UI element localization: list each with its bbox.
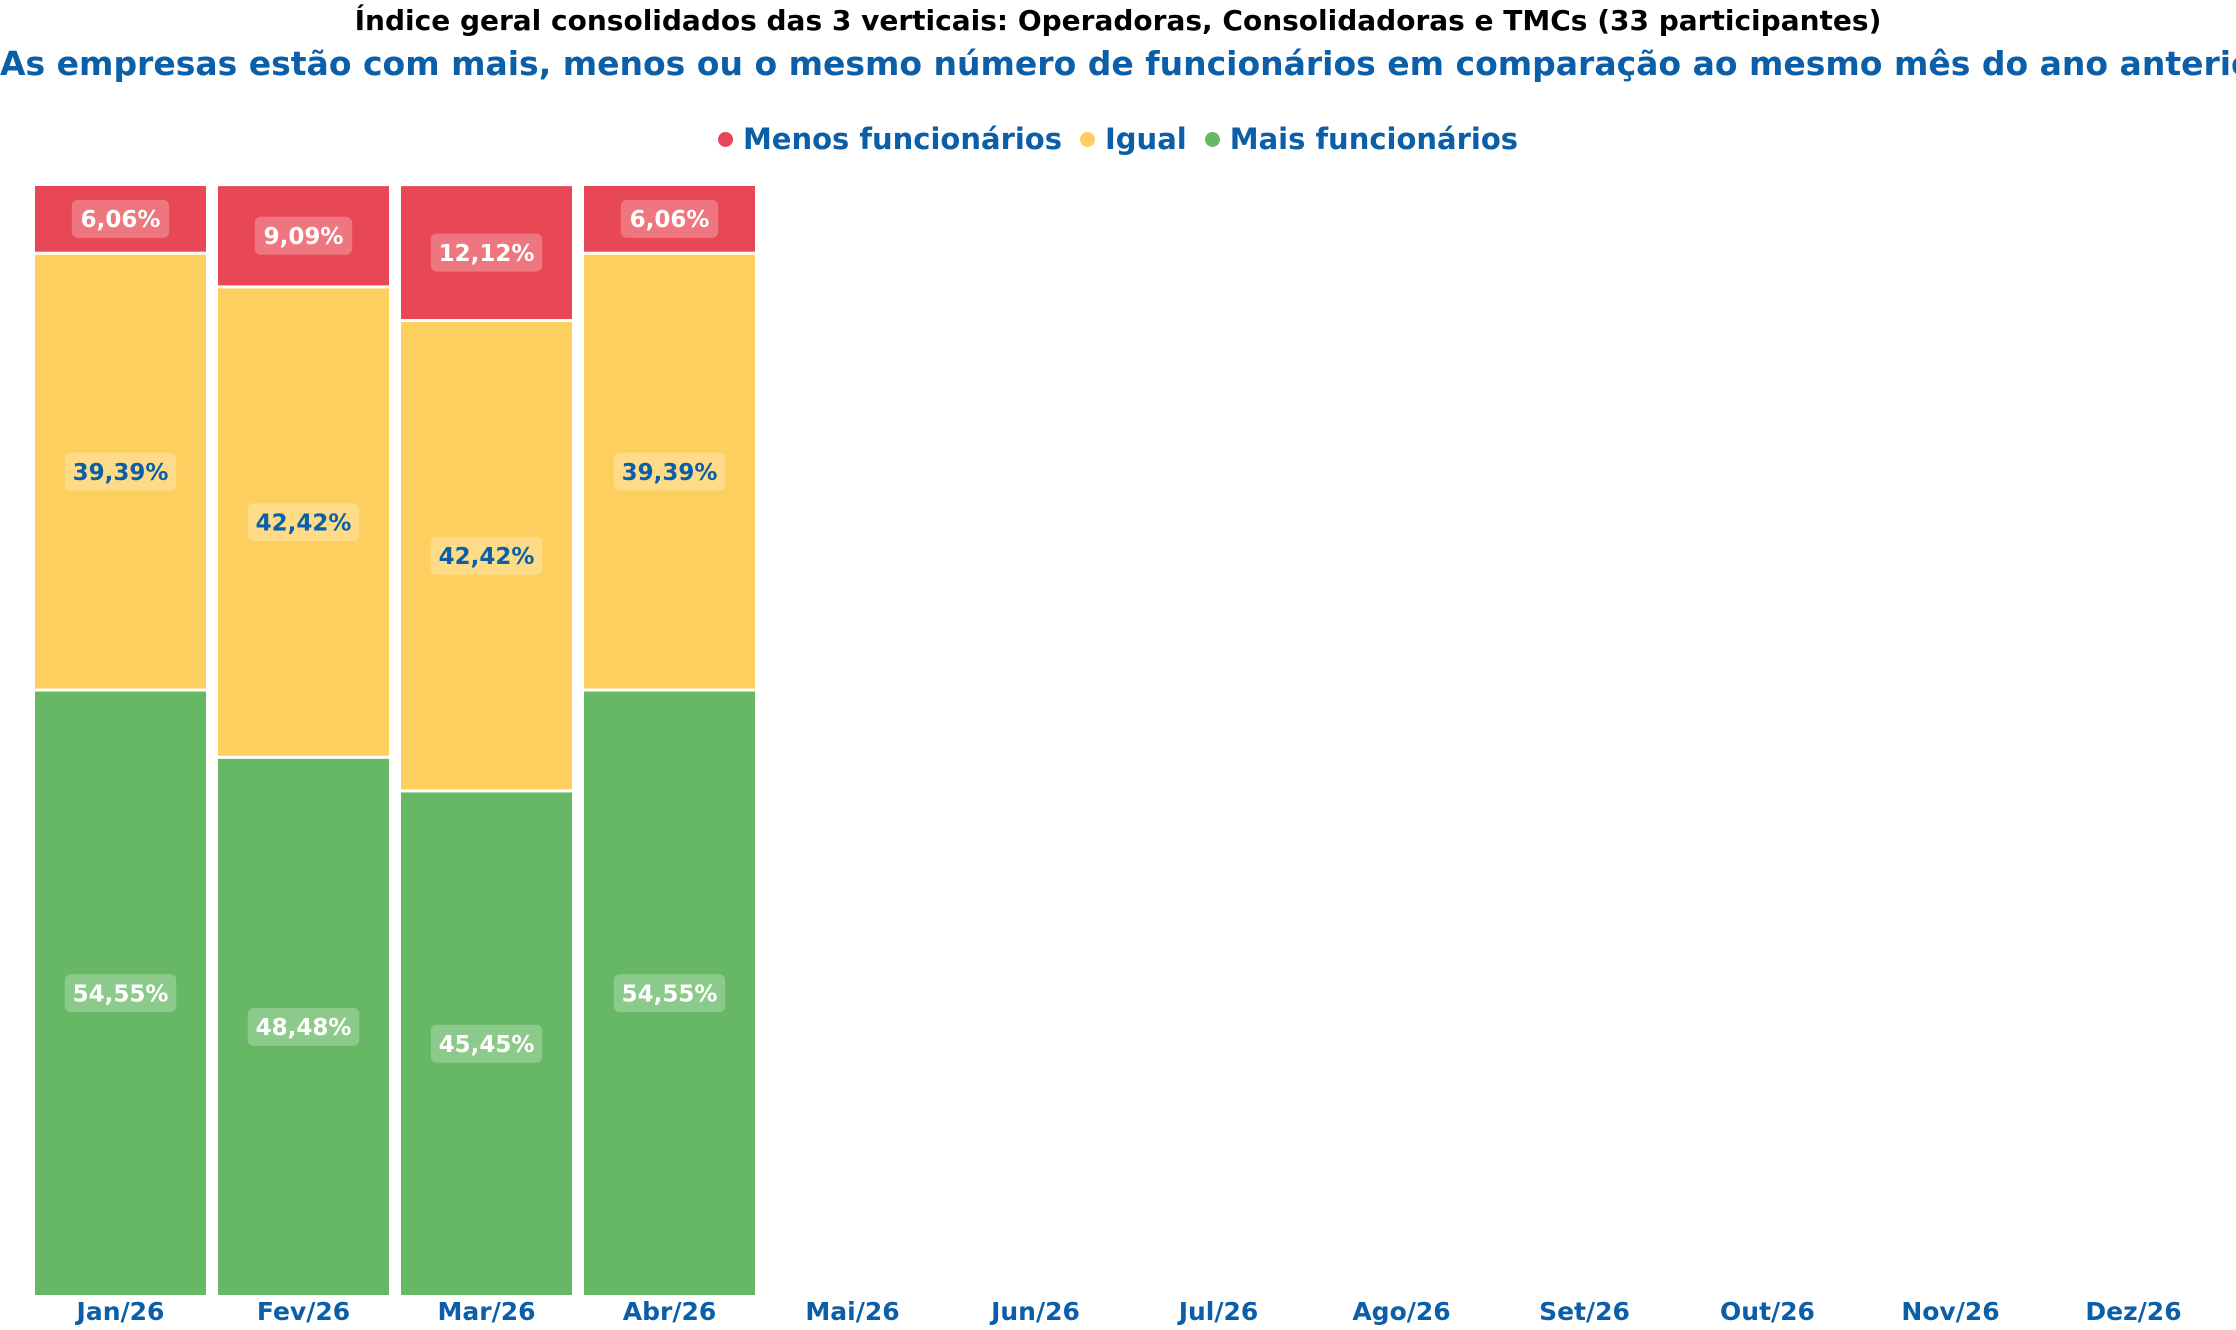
legend-swatch-menos	[717, 131, 733, 147]
x-tick-label: Jan/26	[75, 1297, 165, 1326]
legend-label-igual: Igual	[1105, 122, 1187, 156]
data-label: 6,06%	[81, 207, 161, 233]
data-label-background	[620, 199, 719, 238]
x-tick-label: Mai/26	[805, 1297, 899, 1326]
data-label: 54,55%	[73, 982, 169, 1008]
data-label-background	[64, 974, 177, 1013]
legend-item-mais[interactable]: Mais funcionários	[1204, 122, 1519, 156]
data-label-background	[430, 1024, 543, 1063]
data-label: 12,12%	[439, 241, 535, 267]
bar-segment[interactable]	[584, 254, 755, 689]
x-tick-label: Fev/26	[257, 1297, 350, 1326]
x-tick-label: Mar/26	[438, 1297, 536, 1326]
data-label-background	[64, 452, 177, 491]
data-label: 39,39%	[622, 460, 718, 486]
bar-segment[interactable]	[35, 186, 206, 252]
x-tick-label: Jun/26	[989, 1297, 1080, 1326]
x-tick-label: Abr/26	[623, 1297, 717, 1326]
data-label-background	[430, 536, 543, 575]
bar-segment[interactable]	[584, 691, 755, 1295]
chart-title: Índice geral consolidados das 3 verticai…	[354, 4, 1882, 37]
x-tick-label: Nov/26	[1901, 1297, 1999, 1326]
data-label-background	[247, 1007, 360, 1046]
x-tick-label: Dez/26	[2085, 1297, 2181, 1326]
legend-label-mais: Mais funcionários	[1229, 122, 1519, 156]
data-label-background	[430, 233, 543, 272]
bar-segment[interactable]	[401, 322, 572, 790]
data-label-background	[247, 503, 360, 542]
data-label: 54,55%	[622, 982, 718, 1008]
data-label: 9,09%	[264, 224, 344, 250]
legend-item-igual[interactable]: Igual	[1080, 122, 1187, 156]
x-tick-label: Set/26	[1539, 1297, 1630, 1326]
data-label: 6,06%	[630, 207, 710, 233]
bar-segment[interactable]	[401, 186, 572, 320]
data-label-background	[254, 216, 353, 255]
bar-segment[interactable]	[35, 254, 206, 689]
legend: Menos funcionários Igual Mais funcionári…	[0, 122, 2236, 156]
bar-segment[interactable]	[218, 186, 389, 286]
bar-segment[interactable]	[35, 691, 206, 1295]
data-label: 39,39%	[73, 460, 169, 486]
data-label: 42,42%	[256, 510, 352, 536]
legend-label-menos: Menos funcionários	[742, 122, 1062, 156]
data-label-background	[71, 199, 170, 238]
bar-segment[interactable]	[218, 758, 389, 1295]
data-label-background	[613, 452, 726, 491]
data-label: 42,42%	[439, 544, 535, 570]
bar-segment[interactable]	[584, 186, 755, 252]
x-tick-label: Jul/26	[1177, 1297, 1259, 1326]
legend-swatch-igual	[1080, 131, 1095, 147]
legend-item-menos[interactable]: Menos funcionários	[717, 122, 1062, 156]
data-label: 45,45%	[439, 1032, 535, 1058]
bar-segment[interactable]	[401, 792, 572, 1295]
x-tick-label: Ago/26	[1352, 1297, 1450, 1326]
chart-subtitle: As empresas estão com mais, menos ou o m…	[0, 44, 2236, 83]
x-tick-label: Out/26	[1720, 1297, 1815, 1326]
data-label: 48,48%	[256, 1015, 352, 1041]
data-label-background	[613, 974, 726, 1013]
legend-swatch-mais	[1204, 131, 1220, 147]
bar-segment[interactable]	[218, 288, 389, 756]
